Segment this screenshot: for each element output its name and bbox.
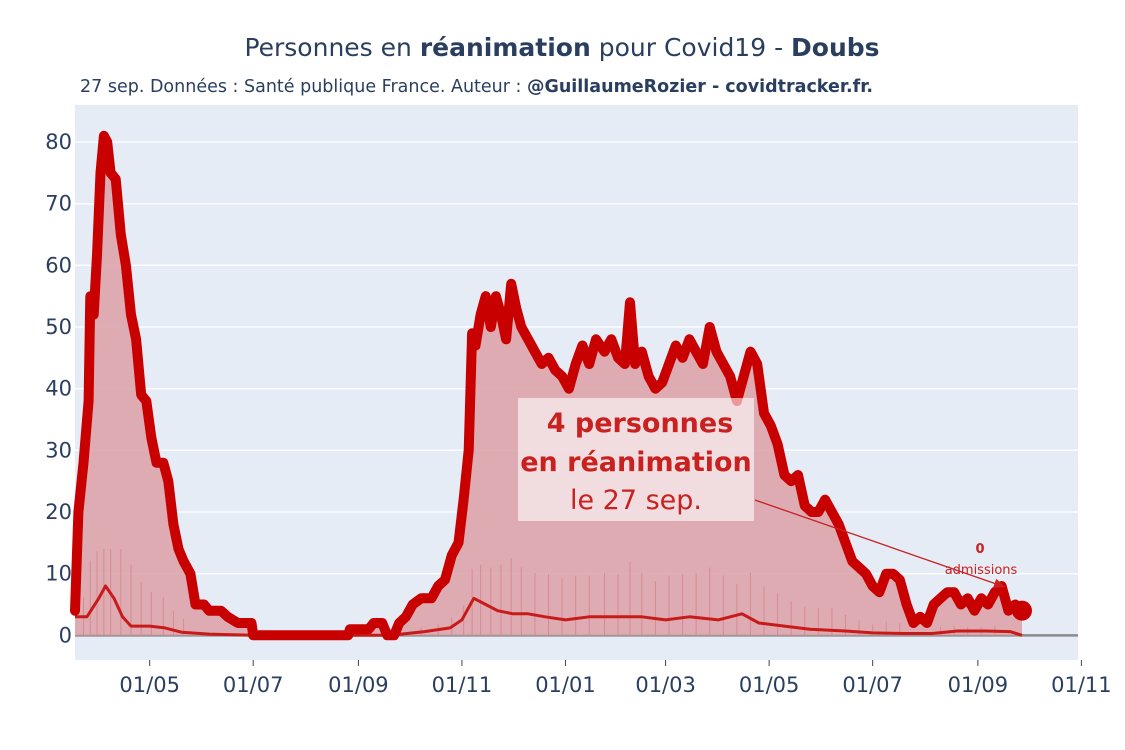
chart-title-prefix: Personnes en bbox=[244, 33, 419, 62]
annotation-arrow bbox=[754, 499, 1006, 588]
annotation-line3: le 27 sep. bbox=[570, 485, 702, 516]
x-tick-label: 01/07 bbox=[842, 673, 903, 697]
y-tick-label: 20 bbox=[45, 500, 72, 524]
annotation-box bbox=[518, 398, 754, 521]
admissions-line bbox=[75, 584, 1023, 637]
y-tick-label: 80 bbox=[45, 130, 72, 154]
annotation-arrowhead bbox=[993, 578, 1005, 589]
chart-subtitle: 27 sep. Données : Santé publique France.… bbox=[80, 77, 873, 97]
chart-subtitle-bold: @GuillaumeRozier - covidtracker.fr. bbox=[527, 77, 873, 97]
chart-title-middle: pour Covid19 - bbox=[591, 33, 791, 62]
x-axis: 01/05 01/07 01/09 01/11 01/01 01/03 01/05 01/07… bbox=[119, 660, 1112, 697]
x-tick-label: 01/11 bbox=[1051, 673, 1112, 697]
x-tick-label: 01/05 bbox=[739, 673, 800, 697]
x-tick-label: 01/01 bbox=[535, 673, 596, 697]
x-tick-label: 01/09 bbox=[948, 673, 1009, 697]
admissions-value: 0 bbox=[975, 542, 984, 557]
x-tick-label: 01/07 bbox=[223, 673, 284, 697]
y-tick-label: 30 bbox=[45, 438, 72, 462]
annotation-line1: 4 personnes bbox=[547, 408, 734, 439]
x-tick-label: 01/03 bbox=[635, 673, 696, 697]
annotation-line2: en réanimation bbox=[520, 447, 752, 478]
last-point-marker bbox=[1011, 600, 1032, 621]
chart-title-bold: réanimation bbox=[420, 33, 591, 62]
chart-title: Personnes en réanimation pour Covid19 - … bbox=[244, 33, 879, 62]
x-tick-label: 01/09 bbox=[328, 673, 389, 697]
chart-subtitle-text: 27 sep. Données : Santé publique France.… bbox=[80, 77, 527, 97]
x-tick-label: 01/11 bbox=[432, 673, 493, 697]
x-tick-label: 01/05 bbox=[119, 673, 180, 697]
y-tick-label: 70 bbox=[45, 192, 72, 216]
y-tick-label: 10 bbox=[45, 562, 72, 586]
chart-title-region: Doubs bbox=[791, 33, 880, 62]
y-tick-label: 0 bbox=[59, 623, 72, 647]
y-tick-label: 50 bbox=[45, 315, 72, 339]
y-tick-label: 60 bbox=[45, 253, 72, 277]
admissions-label: admissions bbox=[945, 563, 1018, 578]
y-axis: 0 10 20 30 40 50 60 70 80 bbox=[45, 130, 72, 647]
y-tick-label: 40 bbox=[45, 377, 72, 401]
icu-line bbox=[70, 130, 1027, 641]
